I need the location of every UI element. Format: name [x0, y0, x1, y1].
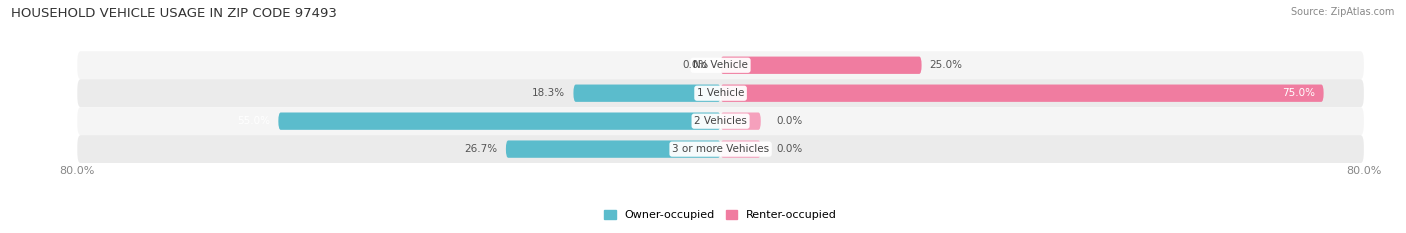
- Text: 0.0%: 0.0%: [778, 116, 803, 126]
- FancyBboxPatch shape: [77, 135, 1364, 163]
- FancyBboxPatch shape: [721, 85, 1323, 102]
- Text: No Vehicle: No Vehicle: [693, 60, 748, 70]
- FancyBboxPatch shape: [77, 51, 1364, 79]
- Text: 55.0%: 55.0%: [238, 116, 270, 126]
- Text: 75.0%: 75.0%: [1282, 88, 1316, 98]
- Text: 0.0%: 0.0%: [778, 144, 803, 154]
- Legend: Owner-occupied, Renter-occupied: Owner-occupied, Renter-occupied: [600, 206, 841, 225]
- Text: Source: ZipAtlas.com: Source: ZipAtlas.com: [1291, 7, 1395, 17]
- Text: 0.0%: 0.0%: [682, 60, 709, 70]
- FancyBboxPatch shape: [77, 79, 1364, 107]
- Text: 18.3%: 18.3%: [533, 88, 565, 98]
- FancyBboxPatch shape: [721, 57, 921, 74]
- FancyBboxPatch shape: [77, 107, 1364, 135]
- FancyBboxPatch shape: [574, 85, 721, 102]
- Text: 3 or more Vehicles: 3 or more Vehicles: [672, 144, 769, 154]
- FancyBboxPatch shape: [721, 113, 761, 130]
- Text: HOUSEHOLD VEHICLE USAGE IN ZIP CODE 97493: HOUSEHOLD VEHICLE USAGE IN ZIP CODE 9749…: [11, 7, 337, 20]
- Text: 2 Vehicles: 2 Vehicles: [695, 116, 747, 126]
- FancyBboxPatch shape: [721, 140, 761, 158]
- Text: 25.0%: 25.0%: [929, 60, 963, 70]
- Text: 1 Vehicle: 1 Vehicle: [697, 88, 744, 98]
- FancyBboxPatch shape: [506, 140, 721, 158]
- FancyBboxPatch shape: [278, 113, 721, 130]
- Text: 26.7%: 26.7%: [465, 144, 498, 154]
